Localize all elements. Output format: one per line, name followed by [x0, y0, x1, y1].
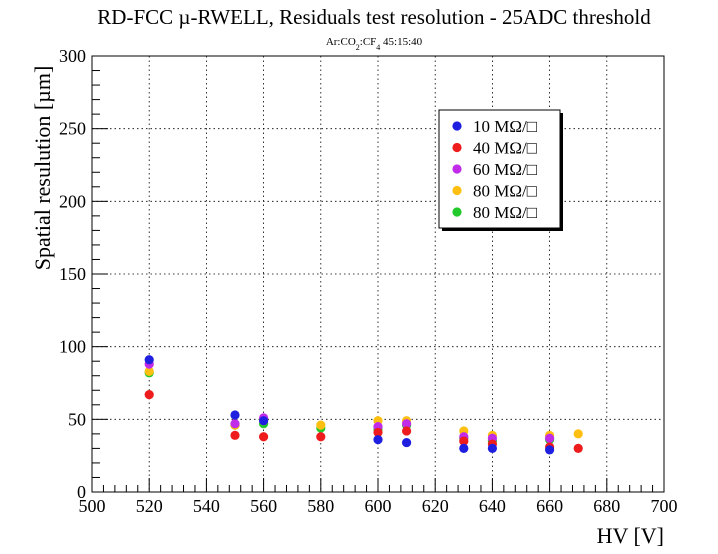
data-point: [373, 427, 383, 438]
x-tick-label: 600: [365, 496, 392, 516]
axis-ticks: [91, 55, 665, 493]
x-tick-label: 520: [136, 496, 163, 516]
legend-items: 10 MΩ/□ 40 MΩ/□ 60 MΩ/□ 80 MΩ/□ 80 MΩ/□: [452, 117, 537, 222]
data-point: [373, 435, 383, 445]
legend-marker: [452, 185, 462, 196]
legend: 10 MΩ/□ 40 MΩ/□ 60 MΩ/□ 80 MΩ/□ 80 MΩ/□: [438, 109, 563, 231]
y-tick-label: 300: [59, 46, 86, 66]
data-point: [316, 432, 326, 442]
legend-marker: [452, 207, 462, 217]
data-point: [487, 443, 497, 453]
data-point: [459, 443, 469, 453]
data-point: [545, 433, 555, 443]
data-point: [230, 430, 240, 440]
y-tick-label: 0: [77, 482, 86, 502]
x-axis-label: HV [V]: [597, 523, 664, 548]
data-point: [144, 355, 154, 365]
data-point: [402, 419, 412, 429]
x-tick-label: 660: [536, 496, 563, 516]
x-tick-label: 540: [193, 496, 220, 516]
x-tick-labels: 500 520 540 560 580 600 620 640 660 680 700: [79, 496, 678, 516]
data-point: [230, 419, 240, 429]
data-point: [459, 436, 469, 446]
x-tick-label: 580: [307, 496, 334, 516]
data-points: [144, 355, 583, 455]
y-tick-label: 150: [59, 264, 86, 284]
data-point: [573, 429, 583, 439]
x-tick-label: 640: [479, 496, 506, 516]
data-point: [402, 426, 412, 436]
y-tick-label: 250: [59, 119, 86, 139]
legend-marker: [452, 142, 462, 153]
data-point: [316, 420, 326, 430]
y-tick-label: 200: [59, 191, 86, 211]
data-point: [545, 445, 555, 455]
legend-label: 60 MΩ/□: [473, 160, 537, 179]
legend-marker: [452, 164, 462, 174]
data-point: [144, 366, 154, 376]
data-point: [259, 432, 269, 442]
legend-marker: [452, 121, 462, 131]
x-tick-label: 500: [79, 496, 106, 516]
legend-shadow-bottom: [442, 228, 563, 231]
y-tick-labels: 0 50 100 150 200 250 300: [59, 46, 86, 502]
x-tick-label: 560: [250, 496, 277, 516]
y-axis-label: Spatial resulution [µm]: [30, 66, 55, 271]
legend-shadow-right: [560, 113, 563, 231]
x-tick-label: 700: [651, 496, 678, 516]
y-tick-label: 50: [68, 409, 86, 429]
legend-label: 80 MΩ/□: [473, 203, 537, 222]
data-point: [259, 416, 269, 426]
data-point: [144, 390, 154, 400]
legend-label: 10 MΩ/□: [473, 117, 537, 136]
legend-label: 40 MΩ/□: [473, 139, 537, 158]
chart-subtitle: Ar:CO2:CF4 45:15:40: [326, 36, 423, 52]
data-point: [573, 443, 583, 453]
x-tick-label: 620: [422, 496, 449, 516]
data-point: [230, 410, 240, 420]
y-tick-label: 100: [59, 337, 86, 357]
x-tick-label: 680: [593, 496, 620, 516]
chart-title: RD-FCC µ-RWELL, Residuals test resolutio…: [97, 5, 651, 29]
legend-label: 80 MΩ/□: [473, 182, 537, 201]
data-point: [402, 437, 412, 448]
